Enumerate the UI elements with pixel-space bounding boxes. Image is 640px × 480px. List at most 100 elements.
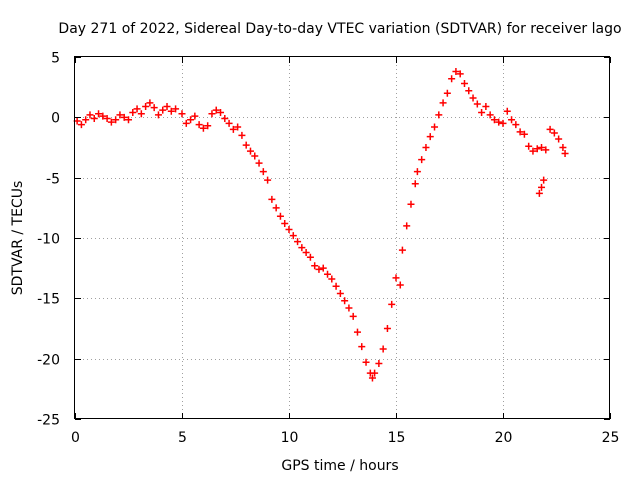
y-axis-label: SDTVAR / TECUs xyxy=(10,181,26,296)
data-point xyxy=(542,146,550,154)
grid xyxy=(75,57,610,419)
data-point xyxy=(272,204,280,212)
data-point xyxy=(217,109,225,117)
data-point xyxy=(82,116,90,124)
data-point xyxy=(426,133,434,141)
x-tick-label: 20 xyxy=(495,430,513,446)
data-point xyxy=(448,75,456,83)
x-tick-label: 0 xyxy=(71,430,80,446)
data-point xyxy=(298,244,306,252)
y-tick-label: -15 xyxy=(37,292,60,308)
data-point xyxy=(392,274,400,282)
data-point xyxy=(285,226,293,234)
data-point xyxy=(259,168,267,176)
y-tick-label: -10 xyxy=(37,232,60,248)
data-point xyxy=(172,105,180,113)
data-point xyxy=(398,246,406,254)
data-point xyxy=(251,152,259,160)
data-point xyxy=(473,100,481,108)
data-point xyxy=(182,119,190,127)
data-point xyxy=(561,150,569,158)
data-point xyxy=(191,112,199,120)
data-point xyxy=(388,300,396,308)
data-point xyxy=(289,232,297,240)
data-point xyxy=(137,110,145,118)
data-point xyxy=(281,220,289,228)
data-point xyxy=(229,125,237,133)
data-point xyxy=(225,119,233,127)
y-tick-label: 0 xyxy=(51,111,60,127)
data-point xyxy=(142,102,150,110)
data-point xyxy=(107,118,115,126)
data-point xyxy=(167,107,175,115)
data-point xyxy=(540,176,548,184)
data-point xyxy=(495,118,503,126)
data-point xyxy=(512,121,520,129)
data-point xyxy=(345,304,353,312)
data-point xyxy=(204,122,212,130)
data-point xyxy=(324,270,332,278)
data-point xyxy=(268,195,276,203)
data-point xyxy=(538,183,546,191)
data-point xyxy=(242,141,250,149)
data-point xyxy=(403,222,411,230)
data-point xyxy=(431,123,439,131)
data-point xyxy=(341,297,349,305)
data-point xyxy=(482,102,490,110)
data-point xyxy=(368,374,376,382)
data-point xyxy=(525,142,533,150)
data-point xyxy=(555,135,563,143)
data-point xyxy=(319,264,327,272)
data-point xyxy=(95,110,103,118)
y-tick-label: -25 xyxy=(37,413,60,429)
x-tick-label: 25 xyxy=(602,430,620,446)
x-axis-label: GPS time / hours xyxy=(281,458,398,474)
data-point xyxy=(163,102,171,110)
data-point xyxy=(311,262,319,270)
data-point xyxy=(221,115,229,123)
data-point xyxy=(146,99,154,107)
data-point xyxy=(353,328,361,336)
x-tick-label: 15 xyxy=(388,430,406,446)
data-point xyxy=(456,70,464,78)
data-point xyxy=(264,176,272,184)
data-point xyxy=(503,107,511,115)
data-point xyxy=(133,105,141,113)
data-point xyxy=(120,113,128,121)
data-point xyxy=(150,104,158,112)
data-point xyxy=(465,87,473,95)
data-point xyxy=(533,145,541,153)
data-point xyxy=(443,89,451,97)
data-point xyxy=(516,128,524,136)
data-point xyxy=(112,116,120,124)
data-point xyxy=(499,119,507,127)
data-point xyxy=(125,116,132,124)
data-point xyxy=(195,121,203,129)
data-point xyxy=(129,109,137,117)
data-point xyxy=(469,94,477,102)
data-point xyxy=(212,106,220,114)
data-point xyxy=(439,99,447,107)
data-point xyxy=(349,312,357,320)
data-points xyxy=(73,67,569,382)
data-point xyxy=(328,275,336,283)
data-point xyxy=(490,116,498,124)
data-point xyxy=(379,345,387,353)
data-point xyxy=(559,144,567,151)
data-point xyxy=(116,111,124,119)
data-point xyxy=(276,212,284,220)
data-point xyxy=(520,130,528,138)
data-point xyxy=(375,359,383,367)
data-point xyxy=(383,325,391,332)
data-point xyxy=(246,147,254,155)
data-point xyxy=(315,265,323,273)
data-point xyxy=(407,200,415,208)
data-point xyxy=(90,115,98,123)
data-point xyxy=(103,115,111,123)
data-point xyxy=(508,116,516,124)
data-point xyxy=(302,248,310,256)
data-point xyxy=(178,110,186,118)
data-point xyxy=(422,144,430,151)
data-point xyxy=(99,112,107,120)
